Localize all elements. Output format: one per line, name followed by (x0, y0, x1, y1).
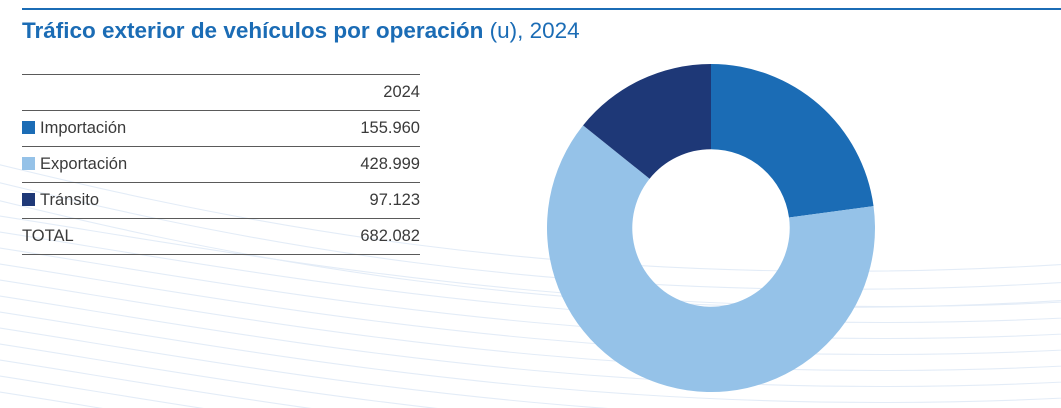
table-header-label (22, 74, 276, 111)
table-total-label: TOTAL (22, 218, 276, 255)
page-title-bold: Tráfico exterior de vehículos por operac… (22, 18, 484, 43)
donut-slice-transito (583, 64, 711, 179)
table-row-label-importacion: Importación (22, 110, 276, 147)
legend-swatch-exportacion (22, 157, 35, 170)
page-title-light: (u), 2024 (483, 18, 580, 43)
data-table-body: 2024 Importación 155.960 Exportación 428… (22, 74, 420, 255)
legend-swatch-importacion (22, 121, 35, 134)
table-row-value-transito: 97.123 (275, 182, 420, 219)
table-row-label-exportacion: Exportación (22, 146, 276, 183)
donut-chart-svg (547, 64, 875, 392)
table-row: Tránsito 97.123 (22, 182, 420, 219)
table-total-row: TOTAL 682.082 (22, 218, 420, 255)
table-header-year: 2024 (275, 74, 420, 111)
donut-slice-importacion (711, 64, 874, 218)
table-header-row: 2024 (22, 74, 420, 111)
table-row-label-text: Exportación (40, 155, 128, 173)
table-row: Importación 155.960 (22, 110, 420, 147)
header-rule (22, 8, 1061, 10)
table-row-label-text: Tránsito (40, 191, 99, 209)
table-row-label-text: Importación (40, 119, 127, 137)
table-row: Exportación 428.999 (22, 146, 420, 183)
data-table-container: 2024 Importación 155.960 Exportación 428… (22, 74, 420, 255)
table-row-label-transito: Tránsito (22, 182, 276, 219)
page-title: Tráfico exterior de vehículos por operac… (22, 16, 580, 46)
table-total-value: 682.082 (275, 218, 420, 255)
legend-swatch-transito (22, 193, 35, 206)
donut-chart (547, 64, 875, 392)
table-row-value-exportacion: 428.999 (275, 146, 420, 183)
data-table: 2024 Importación 155.960 Exportación 428… (22, 74, 420, 255)
table-row-value-importacion: 155.960 (275, 110, 420, 147)
